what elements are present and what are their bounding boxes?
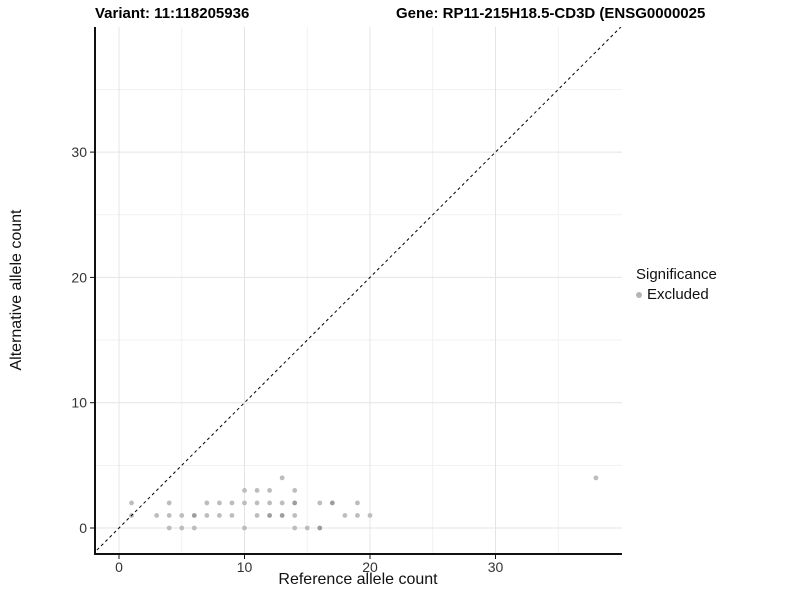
scatter-point xyxy=(254,500,260,506)
identity-line xyxy=(95,27,622,553)
scatter-point xyxy=(329,500,335,506)
scatter-point xyxy=(317,500,323,506)
scatter-point xyxy=(204,500,210,506)
scatter-point xyxy=(242,525,247,531)
scatter-point xyxy=(229,500,235,506)
plot-title-variant: Variant: 11:118205936 xyxy=(95,5,250,22)
plot-title-gene: Gene: RP11-215H18.5-CD3D (ENSG0000025 xyxy=(396,5,706,22)
scatter-point xyxy=(279,475,285,481)
scatter-point xyxy=(242,500,247,506)
scatter-point xyxy=(317,525,323,531)
scatter-point xyxy=(292,525,298,531)
scatter-point xyxy=(166,513,172,518)
scatter-point xyxy=(304,525,310,531)
y-axis-title: Alternative allele count xyxy=(8,209,25,371)
scatter-point xyxy=(279,500,285,506)
scatter-point xyxy=(267,488,272,493)
y-tick-label: 30 xyxy=(71,144,87,160)
scatter-point xyxy=(166,525,172,531)
scatter-point xyxy=(179,525,185,531)
scatter-point xyxy=(229,513,235,518)
scatter-point xyxy=(267,500,272,506)
scatter-point xyxy=(355,500,360,506)
scatter-point xyxy=(292,513,298,518)
scatter-point xyxy=(593,475,599,481)
x-axis-title: Reference allele count xyxy=(278,571,438,588)
scatter-point xyxy=(292,500,298,506)
scatter-point xyxy=(292,488,298,493)
legend-item-excluded: Excluded xyxy=(636,286,717,303)
x-tick-label: 0 xyxy=(115,559,123,575)
scatter-point xyxy=(242,488,247,493)
x-tick-label: 30 xyxy=(488,559,504,575)
y-tick-label: 20 xyxy=(71,269,87,285)
x-tick-label: 10 xyxy=(237,559,253,575)
scatter-point xyxy=(191,525,197,531)
scatter-point xyxy=(254,488,260,493)
scatter-point xyxy=(129,500,134,506)
legend-title: Significance xyxy=(636,266,717,283)
scatter-point xyxy=(154,513,160,518)
scatter-point xyxy=(279,513,285,518)
excluded-point-swatch xyxy=(636,291,642,298)
scatter-point xyxy=(166,500,172,506)
scatter-point xyxy=(204,513,210,518)
scatter-point xyxy=(217,500,222,506)
scatter-point xyxy=(217,513,222,518)
scatter-point xyxy=(179,513,185,518)
scatter-point xyxy=(355,513,360,518)
scatter-point xyxy=(254,513,260,518)
legend-item-label: Excluded xyxy=(647,286,709,303)
scatter-point xyxy=(342,513,348,518)
y-tick-label: 0 xyxy=(79,520,87,536)
x-tick-label: 20 xyxy=(362,559,378,575)
scatter-point xyxy=(267,513,272,518)
scatter-point xyxy=(191,513,197,518)
legend: Significance Excluded xyxy=(636,266,717,303)
scatter-point xyxy=(367,513,373,518)
y-tick-label: 10 xyxy=(71,395,87,411)
